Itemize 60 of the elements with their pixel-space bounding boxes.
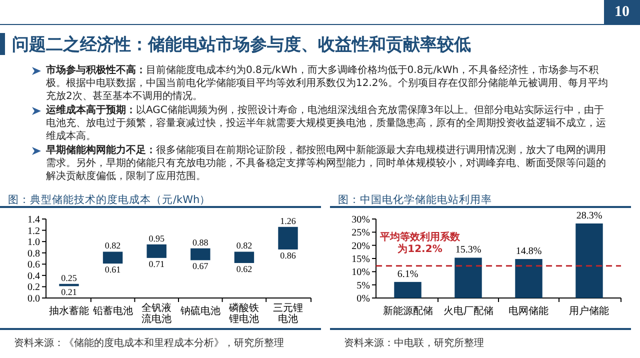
- chart-title: 图：典型储能技术的度电成本（元/kWh）: [8, 193, 211, 206]
- y-tick-label: 0.0: [28, 294, 40, 304]
- text: 10: [604, 0, 640, 24]
- y-tick-label: 0.6: [28, 260, 40, 271]
- annotation: 0.82: [236, 240, 252, 251]
- y-tick-label: 1.2: [28, 226, 40, 237]
- x-tick-label: 抽水蓄能: [48, 305, 89, 317]
- bar: [190, 248, 210, 260]
- bar: [278, 226, 298, 250]
- y-tick-label: 0.4: [28, 270, 40, 282]
- annotation: 0.21: [61, 287, 77, 298]
- annotation: 0.67: [192, 261, 209, 272]
- annotation: 0.62: [236, 264, 252, 274]
- x-tick-label: 电网储能: [508, 305, 549, 317]
- annotation: 0.82: [104, 240, 121, 251]
- y-tick-label: 25%: [352, 228, 370, 239]
- y-tick-label: 30%: [352, 214, 370, 226]
- text: 早期储能构网能力不足：很多储能项目在前期论证阶段，都按照电网中新能源最大弃电规模进行调用情况测，放大了电网的调用需求。另外，早期的储能只有充放电功能，不具备稳定支撑等构网型能力，同时单体规模较小，对调峰弃电、断面受限等问题的解决贡献度偏低，限制了应用范围。: [45, 144, 607, 183]
- y-tick-label: 1.4: [28, 214, 40, 226]
- annotation: 1.26: [280, 216, 296, 226]
- y-tick-label: 1.0: [28, 237, 40, 248]
- y-tick-label: 0.8: [28, 248, 40, 260]
- data-label: 28.3%: [576, 210, 602, 222]
- annotation: 0.86: [280, 250, 296, 260]
- chart-title: 图：中国电化学储能电站利用率: [338, 193, 492, 206]
- text: 运维成本高于预期：以AGC储能调频为例，按照设计寿命，电池组深浅组合充放需保障3年以上。但部分电站实际运行中，由于电池充、放电过于频繁，容量衰减过快，投运半年就需要大规模更换电池，质量隐患高，原有的全周期投资收益逻辑不成立，运维成本高。: [45, 104, 607, 143]
- bar: [234, 252, 254, 264]
- x-tick-label: 三元锂电池: [273, 303, 304, 325]
- bar: [515, 259, 542, 298]
- x-tick-label: 用户储能: [569, 305, 610, 317]
- text: 资料来源：《储能的度电成本和里程成本分析》，研究所整理: [14, 337, 284, 349]
- x-tick-label: 钠硫电池: [179, 305, 220, 317]
- bar: [102, 252, 123, 264]
- annotation: 0.61: [104, 264, 121, 275]
- data-label: 15.3%: [455, 244, 482, 256]
- y-tick-label: 5%: [356, 280, 370, 292]
- y-tick-label: 0%: [356, 294, 370, 304]
- annotation: 0.95: [148, 233, 165, 244]
- x-tick-label: 磷酸铁锂电池: [228, 302, 260, 325]
- data-label: 14.8%: [516, 246, 542, 258]
- text: 资料来源：中电联，研究所整理: [344, 337, 484, 349]
- y-tick-label: 10%: [352, 267, 370, 278]
- y-tick-label: 20%: [352, 240, 370, 252]
- bar: [146, 244, 166, 258]
- y-tick-label: 15%: [352, 254, 370, 265]
- x-tick-label: 新能源配储: [382, 305, 433, 317]
- bar: [394, 282, 422, 298]
- y-tick-label: 0.2: [28, 282, 40, 294]
- data-label: 6.1%: [397, 268, 418, 280]
- annotation: 0.71: [148, 258, 164, 269]
- x-tick-label: 铅蓄电池: [92, 305, 133, 317]
- x-tick-label: 全钒液流电池: [142, 302, 172, 325]
- text: 问题二之经济性：储能电站市场参与度、收益性和贡献率较低: [12, 34, 471, 56]
- bar: [576, 223, 603, 298]
- annotation: 0.25: [61, 272, 78, 283]
- text: 市场参与积极性不高：目前储能度电成本约为0.8元/kWh，而大多调峰价格均低于0.8元/kWh，不具备经济性，市场参与不积极。根据中电联数据，中国当前电化学储能项目平均等效利用系数仅为12.2%。个别项目存在仅部分储能单元被调用、每月平均充放2次、甚至基本不调用的情况。: [45, 64, 609, 103]
- annotation: 0.88: [192, 237, 209, 248]
- x-tick-label: 火电厂配储: [443, 305, 494, 317]
- bar: [454, 258, 482, 298]
- bar: [59, 284, 79, 286]
